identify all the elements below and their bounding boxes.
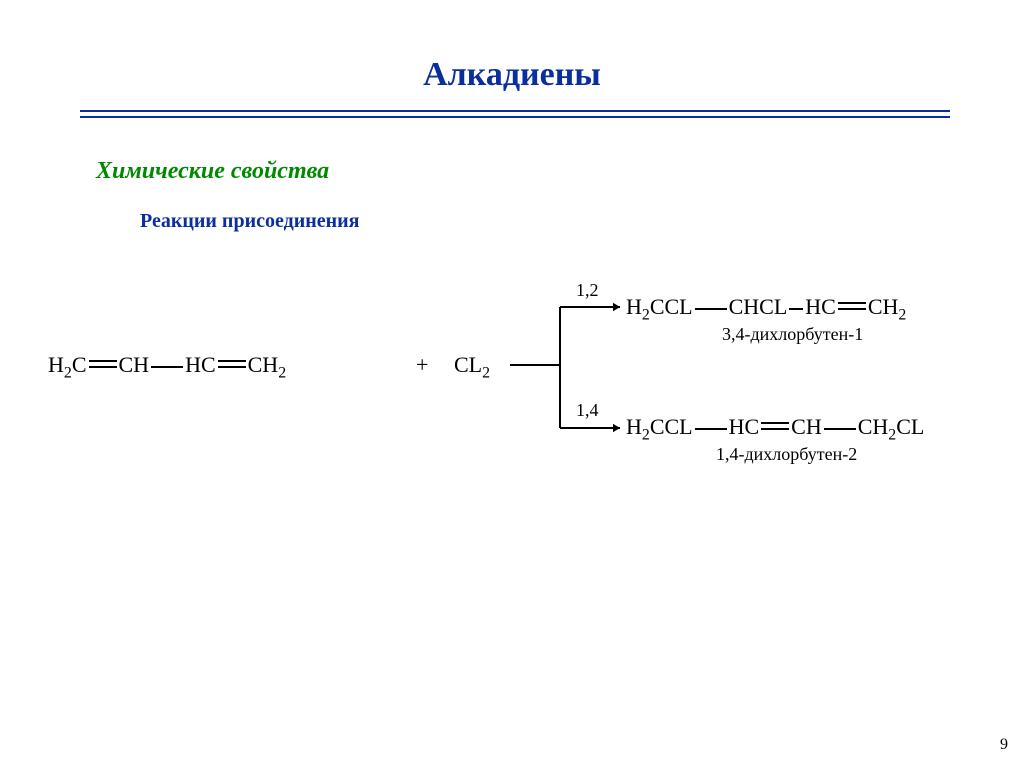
separator-line-2 xyxy=(80,116,950,118)
reactant-formula: H2CCHHCCH2 xyxy=(48,352,286,378)
slide-title: Алкадиены xyxy=(0,56,1024,94)
path-label-1-2: 1,2 xyxy=(576,280,599,301)
reaction-type-heading: Реакции присоединения xyxy=(140,210,360,233)
slide-number: 9 xyxy=(1000,736,1008,754)
slide-root: Алкадиены Химические свойства Реакции пр… xyxy=(0,0,1024,768)
separator-line-1 xyxy=(80,110,950,112)
product-name-1-4: 1,4-дихлорбутен-2 xyxy=(716,444,857,465)
section-subtitle: Химические свойства xyxy=(96,158,329,185)
reagent-formula: CL2 xyxy=(454,352,490,378)
plus-sign: + xyxy=(416,352,428,378)
product-name-1-2: 3,4-дихлорбутен-1 xyxy=(722,324,863,345)
product-formula-1-4: H2CCLHCCHCH2CL xyxy=(626,414,924,440)
product-formula-1-2: H2CCLCHCLHCCH2 xyxy=(626,294,906,320)
path-label-1-4: 1,4 xyxy=(576,400,599,421)
title-separator xyxy=(80,110,950,118)
